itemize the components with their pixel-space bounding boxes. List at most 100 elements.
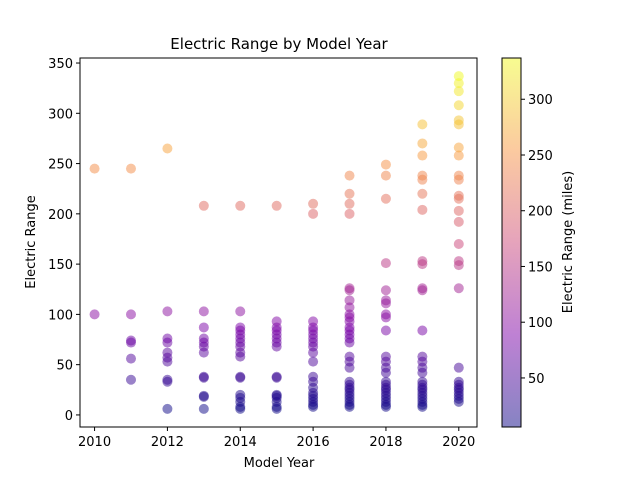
- data-point: [453, 205, 464, 216]
- colorbar-tick-label: 300: [528, 93, 553, 108]
- data-point: [417, 376, 428, 387]
- colorbar-tick-label: 150: [528, 260, 553, 275]
- y-tick-label: 250: [48, 158, 73, 173]
- data-point: [417, 150, 428, 161]
- data-point: [453, 239, 464, 250]
- x-tick-label: 2020: [442, 435, 475, 450]
- data-point: [235, 322, 246, 333]
- data-point: [417, 138, 428, 149]
- data-point: [271, 371, 282, 382]
- data-point: [235, 306, 246, 317]
- data-point: [271, 316, 282, 327]
- plot-frame: [79, 57, 478, 428]
- data-point: [235, 200, 246, 211]
- data-point: [344, 283, 355, 294]
- x-tick-label: 2018: [369, 435, 402, 450]
- data-point: [162, 403, 173, 414]
- colorbar-tick-label: 250: [528, 149, 553, 164]
- data-point: [453, 170, 464, 181]
- data-point: [453, 150, 464, 161]
- data-point: [125, 374, 136, 385]
- data-point: [380, 351, 391, 362]
- data-point: [380, 159, 391, 170]
- data-point: [380, 376, 391, 387]
- data-point: [89, 309, 100, 320]
- data-point: [344, 309, 355, 320]
- x-tick-label: 2010: [78, 435, 111, 450]
- data-point: [453, 216, 464, 227]
- data-point: [271, 389, 282, 400]
- y-tick-label: 350: [48, 57, 73, 72]
- data-point: [453, 190, 464, 201]
- y-axis-label: Electric Range: [24, 195, 39, 289]
- data-point: [453, 142, 464, 153]
- data-point: [344, 208, 355, 219]
- data-point: [380, 295, 391, 306]
- data-point: [417, 351, 428, 362]
- x-axis-label: Model Year: [244, 456, 315, 471]
- data-point: [198, 403, 209, 414]
- data-point: [308, 316, 319, 327]
- data-point: [380, 285, 391, 296]
- y-tick-label: 150: [48, 258, 73, 273]
- x-tick-label: 2016: [297, 435, 330, 450]
- colorbar-ticks: 50 100 150 200 250 300: [521, 93, 553, 387]
- y-tick-label: 200: [48, 208, 73, 223]
- data-point: [344, 198, 355, 209]
- data-point: [453, 283, 464, 294]
- data-point: [198, 200, 209, 211]
- colorbar: [502, 58, 521, 427]
- y-tick-label: 0: [65, 409, 73, 424]
- x-tick-label: 2014: [224, 435, 257, 450]
- x-tick-label: 2012: [151, 435, 184, 450]
- data-point: [380, 258, 391, 269]
- y-tick-label: 100: [48, 308, 73, 323]
- colorbar-tick-label: 100: [528, 316, 553, 331]
- chart-title: Electric Range by Model Year: [170, 35, 388, 53]
- points-layer: [89, 71, 464, 414]
- data-point: [308, 198, 319, 209]
- colorbar-frame: [501, 57, 522, 428]
- y-tick-label: 50: [56, 359, 73, 374]
- data-point: [453, 71, 464, 82]
- data-point: [417, 204, 428, 215]
- data-point: [198, 371, 209, 382]
- data-point: [380, 193, 391, 204]
- data-point: [453, 86, 464, 97]
- data-point: [417, 283, 428, 294]
- data-point: [235, 371, 246, 382]
- data-point: [453, 115, 464, 126]
- colorbar-label: Electric Range (miles): [561, 171, 576, 313]
- data-point: [162, 347, 173, 358]
- colorbar-tick-label: 50: [528, 372, 545, 387]
- data-point: [235, 389, 246, 400]
- data-point: [417, 325, 428, 336]
- y-tick-label: 300: [48, 107, 73, 122]
- data-point: [344, 302, 355, 313]
- data-point: [453, 256, 464, 267]
- data-point: [125, 309, 136, 320]
- data-point: [380, 170, 391, 181]
- data-point: [308, 208, 319, 219]
- data-point: [162, 374, 173, 385]
- data-point: [308, 356, 319, 367]
- data-point: [344, 188, 355, 199]
- data-point: [453, 362, 464, 373]
- data-point: [417, 119, 428, 130]
- data-point: [162, 333, 173, 344]
- data-point: [162, 143, 173, 154]
- data-point: [380, 325, 391, 336]
- data-point: [453, 78, 464, 89]
- data-point: [344, 170, 355, 181]
- data-point: [380, 309, 391, 320]
- data-point: [417, 170, 428, 181]
- data-point: [344, 295, 355, 306]
- data-point: [125, 335, 136, 346]
- data-point: [344, 351, 355, 362]
- data-point: [198, 333, 209, 344]
- data-point: [271, 200, 282, 211]
- data-point: [198, 322, 209, 333]
- data-point: [417, 188, 428, 199]
- data-point: [89, 163, 100, 174]
